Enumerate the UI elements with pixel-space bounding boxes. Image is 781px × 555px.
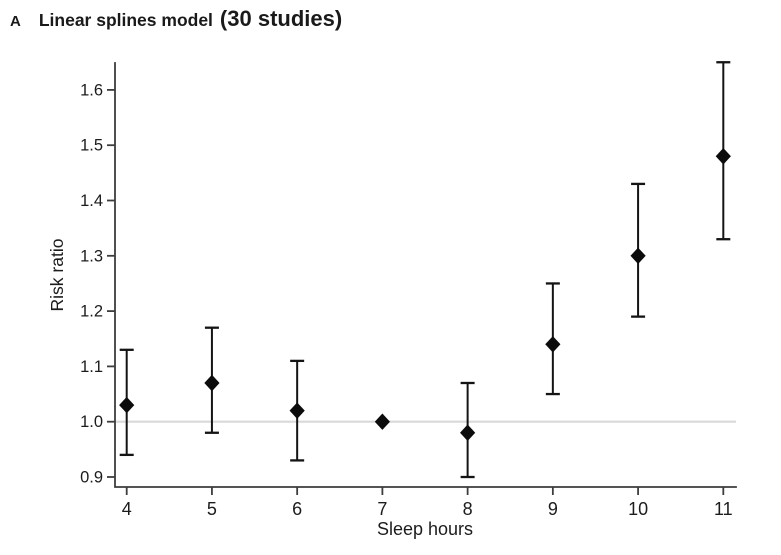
y-tick-label: 1.3: [80, 247, 103, 265]
data-point-diamond: [630, 247, 646, 264]
y-tick-label: 1.2: [80, 303, 103, 321]
x-tick-label: 11: [714, 499, 733, 519]
x-tick-label: 8: [463, 499, 473, 519]
figure-title: Linear splines model: [38, 10, 213, 30]
x-tick-label: 10: [628, 499, 648, 519]
x-tick-label: 4: [122, 499, 132, 519]
figure-header: A Linear splines model (30 studies): [10, 6, 342, 32]
axes: [114, 62, 737, 488]
y-tick-label: 1.6: [80, 81, 103, 99]
y-tick-label: 1.5: [80, 137, 103, 155]
data-point-diamond: [204, 374, 220, 392]
panel-label: A: [10, 13, 21, 30]
data-point-diamond: [460, 424, 476, 441]
study-count-badge: (30 studies): [219, 6, 343, 31]
y-tick-label: 1.4: [80, 192, 103, 210]
data-point-diamond: [545, 336, 561, 353]
data-point-diamond-reference: [374, 413, 390, 430]
data-point-diamond: [119, 396, 135, 414]
data-point-diamond: [715, 148, 731, 165]
y-axis-title: Risk ratio: [47, 239, 67, 312]
x-tick-label: 5: [207, 499, 217, 519]
y-tick-label: 0.9: [80, 469, 103, 487]
x-axis-title: Sleep hours: [377, 519, 473, 539]
x-tick-label: 6: [292, 499, 302, 519]
data-point-diamond: [289, 402, 305, 419]
y-tick-label: 1.1: [80, 358, 103, 376]
x-tick-label: 7: [377, 499, 387, 519]
y-tick-label: 1.0: [80, 413, 103, 431]
x-tick-label: 9: [548, 499, 558, 519]
